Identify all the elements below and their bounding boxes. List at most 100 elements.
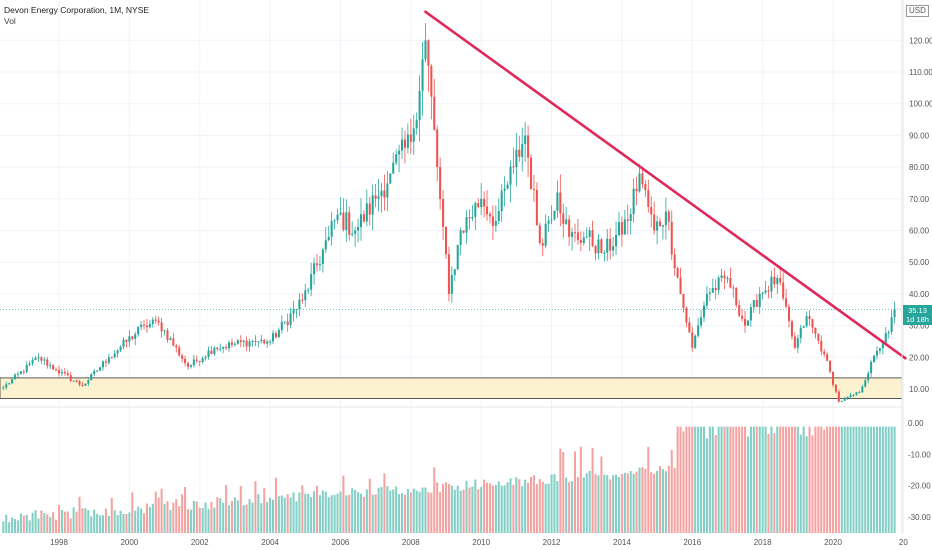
candle-body [245, 340, 248, 347]
candle [339, 197, 342, 216]
candle-body [720, 275, 723, 278]
candle [248, 338, 251, 352]
volume-bar [603, 474, 606, 533]
candle-body [515, 149, 518, 168]
volume-bar [653, 473, 656, 533]
volume-bar [93, 509, 96, 533]
candle-body [697, 325, 700, 336]
candle-body [852, 394, 855, 396]
volume-bar [228, 505, 231, 533]
volume-bar [773, 433, 776, 533]
volume-bar [506, 482, 509, 533]
time-axis: 1998 2000 2002 2004 2006 2008 2010 2012 2014 2016… [50, 538, 908, 547]
candle-body [726, 278, 729, 280]
volume-bar [735, 426, 738, 533]
volume-bar [796, 426, 799, 533]
volume-bar [873, 426, 876, 533]
volume-bar [849, 426, 852, 533]
candle-body [230, 342, 234, 345]
candle [656, 215, 659, 245]
volume-bar [362, 496, 365, 533]
candle [345, 199, 348, 242]
volume-bar [650, 472, 653, 533]
time-tick-label: 2012 [543, 538, 561, 547]
volume-bar [785, 426, 788, 533]
candle-body [342, 212, 345, 230]
volume-bar [647, 446, 650, 533]
volume-bar [348, 494, 351, 533]
volume-bar [746, 436, 750, 533]
volume-bar [805, 436, 808, 533]
candle-body [474, 203, 477, 217]
volume-bar [142, 513, 146, 533]
volume-bar [386, 486, 389, 533]
candle-body [368, 203, 371, 215]
price-tick-label: 90.00 [909, 131, 930, 140]
candle [776, 275, 779, 294]
candle-body [629, 214, 632, 221]
volume-bar [107, 515, 110, 533]
candle [881, 341, 884, 355]
price-tick-label: 70.00 [909, 195, 930, 204]
volume-bar [368, 478, 371, 533]
candle-body [559, 192, 562, 214]
candle-body [409, 134, 412, 142]
candle-body [271, 333, 275, 342]
candle [623, 209, 626, 235]
candle-body [233, 343, 236, 345]
volume-bar [535, 484, 538, 533]
candle-body [491, 216, 494, 226]
volume-bar [480, 487, 483, 533]
candle [749, 303, 752, 327]
candle-body [808, 316, 811, 320]
candle [612, 236, 615, 257]
candle-body [5, 384, 8, 388]
volume-bar [700, 426, 703, 533]
candle-body [348, 212, 351, 235]
volume-bar [72, 507, 75, 533]
candle [216, 346, 219, 352]
volume-bar [741, 426, 744, 533]
candle-body [887, 331, 890, 334]
candle [93, 368, 96, 377]
candle-body [444, 226, 448, 255]
candle [298, 293, 301, 317]
candle [829, 359, 832, 374]
candlesticks [2, 23, 896, 403]
volume-tick-label: 0.00 [908, 419, 924, 428]
volume-bar [565, 477, 568, 533]
candle-body [858, 392, 861, 394]
time-tick-label: 2006 [332, 538, 350, 547]
volume-bar [63, 511, 66, 533]
candle-body [799, 327, 802, 339]
candle [72, 380, 75, 382]
candle-body [562, 213, 565, 224]
candle [782, 272, 785, 301]
volume-bar [37, 518, 40, 533]
volume-bar [585, 473, 588, 533]
candle [409, 118, 412, 154]
volume-bar [25, 514, 28, 533]
candle [565, 206, 568, 225]
candle [389, 173, 392, 184]
last-price-countdown: 1d 18h [906, 315, 929, 324]
volume-bar [723, 426, 726, 533]
volume-bar [169, 509, 172, 533]
time-tick-label: 2010 [472, 538, 490, 547]
volume-bar [629, 471, 632, 533]
candle [348, 206, 351, 241]
currency-label[interactable]: USD [906, 5, 929, 17]
trendline[interactable] [424, 10, 907, 360]
candle-body [547, 220, 550, 224]
candle [474, 201, 477, 230]
volume-bar [307, 493, 310, 533]
candle-body [330, 221, 333, 237]
volume-bar [219, 498, 222, 533]
candle [494, 205, 497, 232]
volume-bar [609, 479, 612, 533]
candle [403, 130, 406, 164]
volume-bar [450, 485, 453, 533]
candle [705, 285, 708, 309]
candle-body [870, 361, 873, 374]
